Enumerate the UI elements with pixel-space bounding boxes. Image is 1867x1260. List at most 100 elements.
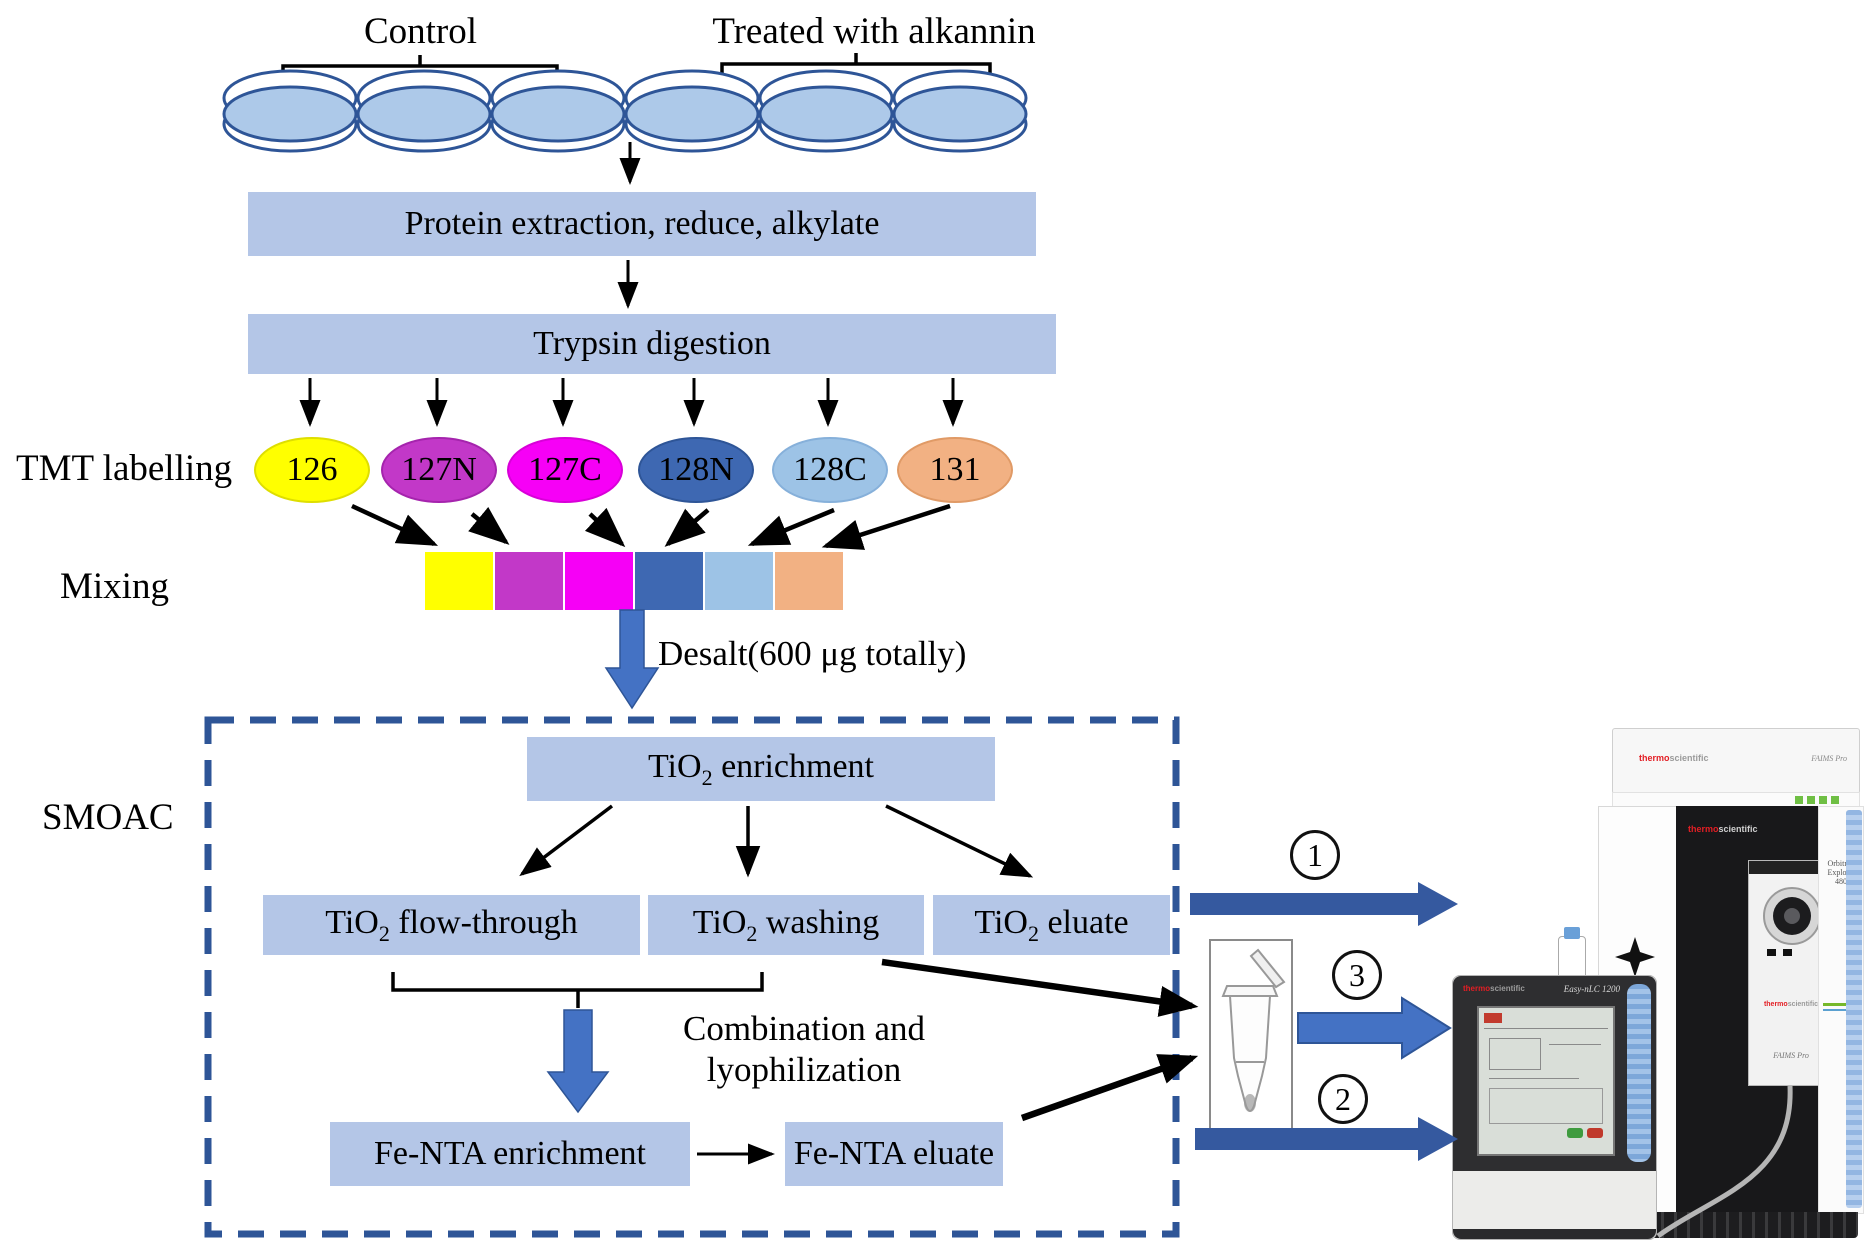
petri-dish bbox=[892, 69, 1028, 153]
control-group-label: Control bbox=[363, 11, 478, 52]
tmt-channel-128C: 128C bbox=[772, 437, 888, 503]
lc-bottle-cap bbox=[1564, 927, 1580, 939]
protein-extraction-box: Protein extraction, reduce, alkylate bbox=[248, 192, 1036, 256]
petri-dish bbox=[490, 69, 626, 153]
tube-icon bbox=[1209, 939, 1293, 1137]
arrow-tio2-eluate-to-tube bbox=[881, 958, 1199, 1017]
treated-group-label: Treated with alkannin bbox=[712, 11, 1036, 52]
tmt-channel-127N: 127N bbox=[381, 437, 497, 503]
lc-stop-button bbox=[1587, 1128, 1603, 1138]
route-1-arrow bbox=[1190, 882, 1458, 926]
tmt-channel-127N-text: 127N bbox=[401, 451, 477, 488]
fenta-enrichment-box: Fe-NTA enrichment bbox=[330, 1122, 690, 1186]
petri-dish bbox=[356, 69, 492, 153]
tio2-washing-text: TiO2 washing bbox=[692, 903, 880, 946]
lc-touchscreen bbox=[1477, 1006, 1615, 1156]
arrow-128C-to-mix bbox=[747, 507, 835, 547]
arrow-131-to-mix bbox=[821, 503, 951, 550]
route-3-arrow bbox=[1297, 996, 1452, 1060]
lc-screen-logo bbox=[1484, 1013, 1502, 1023]
fenta-enrichment-text: Fe-NTA enrichment bbox=[373, 1135, 647, 1172]
arrow-enrichment-to-eluate bbox=[885, 804, 1034, 878]
tio2-eluate-text: TiO2 eluate bbox=[974, 903, 1129, 946]
ms-blue-stripe bbox=[1846, 810, 1862, 1208]
lc-start-button bbox=[1567, 1128, 1583, 1138]
mixing-square-131 bbox=[775, 552, 843, 610]
arrow-fenta-eluate-to-tube bbox=[1020, 1054, 1199, 1122]
tmt-channel-127C-text: 127C bbox=[528, 451, 602, 488]
ms-faims-button bbox=[1783, 949, 1792, 956]
combination-label: Combination and lyophilization bbox=[618, 1008, 990, 1091]
desalt-label: Desalt(600 μg totally) bbox=[658, 634, 967, 673]
combination-line1: Combination and bbox=[682, 1009, 926, 1048]
combine-bracket bbox=[391, 972, 764, 1008]
ms-logo-star-icon bbox=[1615, 937, 1655, 977]
ms-green-line bbox=[1823, 1003, 1853, 1006]
tmt-channel-128N-text: 128N bbox=[658, 451, 734, 488]
fenta-eluate-text: Fe-NTA eluate bbox=[793, 1135, 995, 1172]
combination-block-arrow bbox=[546, 1009, 610, 1114]
tio2-flow-through-box: TiO2 flow-through bbox=[263, 895, 640, 955]
petri-dish bbox=[624, 69, 760, 153]
lc-screen-diagram bbox=[1489, 1038, 1541, 1070]
control-bracket bbox=[281, 55, 559, 78]
route-1-badge: 1 bbox=[1290, 830, 1340, 880]
tio2-eluate-box: TiO2 eluate bbox=[933, 895, 1170, 955]
tmt-channel-126-text: 126 bbox=[286, 451, 338, 488]
desalt-block-arrow bbox=[604, 609, 660, 710]
lc-screen-line bbox=[1549, 1044, 1601, 1045]
tmt-channel-128C-text: 128C bbox=[793, 451, 867, 488]
trypsin-digestion-text: Trypsin digestion bbox=[533, 325, 771, 362]
ms-status-led bbox=[1807, 796, 1815, 804]
petri-dish bbox=[758, 69, 894, 153]
combination-line2: lyophilization bbox=[706, 1050, 902, 1090]
mixing-label: Mixing bbox=[60, 566, 169, 607]
route-1-number: 1 bbox=[1307, 836, 1323, 873]
tmt-labelling-label: TMT labelling bbox=[16, 448, 233, 489]
route-3-badge: 3 bbox=[1332, 950, 1382, 1000]
ms-faims-button bbox=[1767, 949, 1776, 956]
ms-status-led bbox=[1795, 796, 1803, 804]
ms-top-panel: thermoscientific FAIMS Pro bbox=[1612, 728, 1860, 794]
lc-screen-line bbox=[1484, 1028, 1608, 1029]
lc-solvent-bottle bbox=[1558, 927, 1586, 980]
arrow-enrichment-to-flow bbox=[519, 804, 614, 877]
route-2-arrow bbox=[1195, 1117, 1458, 1161]
route-3-number: 3 bbox=[1349, 956, 1365, 993]
tio2-flow-through-text: TiO2 flow-through bbox=[325, 903, 578, 946]
tmt-channel-126: 126 bbox=[254, 437, 370, 503]
mixing-square-127N bbox=[495, 552, 563, 610]
mixing-square-127C bbox=[565, 552, 633, 610]
route-2-badge: 2 bbox=[1318, 1074, 1368, 1124]
arrow-128N-to-mix bbox=[664, 508, 710, 547]
lc-screen-line bbox=[1489, 1078, 1579, 1079]
route-2-number: 2 bbox=[1335, 1080, 1351, 1117]
arrow-126-to-mix bbox=[351, 503, 439, 547]
arrow-127C-to-mix bbox=[584, 507, 626, 548]
mixing-square-128N bbox=[635, 552, 703, 610]
tmt-channel-128N: 128N bbox=[638, 437, 754, 503]
ms-front-brand: thermoscientific bbox=[1688, 824, 1758, 834]
tmt-channel-131: 131 bbox=[897, 437, 1013, 503]
protein-extraction-text: Protein extraction, reduce, alkylate bbox=[404, 205, 880, 242]
tmt-channel-127C: 127C bbox=[507, 437, 623, 503]
ms-faims-top bbox=[1749, 861, 1833, 874]
ms-model-label: Orbitrap Exploris 480 bbox=[1827, 859, 1855, 886]
arrow-127N-to-mix bbox=[468, 506, 510, 545]
tio2-enrichment-box: TiO2 enrichment bbox=[527, 737, 995, 801]
lc-blue-stripe bbox=[1627, 984, 1651, 1162]
trypsin-digestion-box: Trypsin digestion bbox=[248, 314, 1056, 374]
mixing-bar bbox=[425, 552, 845, 610]
ms-blue-line bbox=[1823, 1009, 1853, 1011]
treated-bracket bbox=[720, 53, 992, 76]
mixing-square-126 bbox=[425, 552, 493, 610]
tmt-channel-131-text: 131 bbox=[929, 451, 981, 488]
lc-base bbox=[1453, 1229, 1656, 1239]
lc-model-label: Easy-nLC 1200 bbox=[1563, 984, 1620, 994]
lc-front-bezel: thermoscientific Easy-nLC 1200 bbox=[1453, 976, 1656, 1171]
lc-screen-table bbox=[1489, 1088, 1603, 1124]
ms-top-accessory-label: FAIMS Pro bbox=[1811, 754, 1847, 763]
tio2-washing-box: TiO2 washing bbox=[648, 895, 924, 955]
lc-brand: thermoscientific bbox=[1463, 984, 1525, 993]
